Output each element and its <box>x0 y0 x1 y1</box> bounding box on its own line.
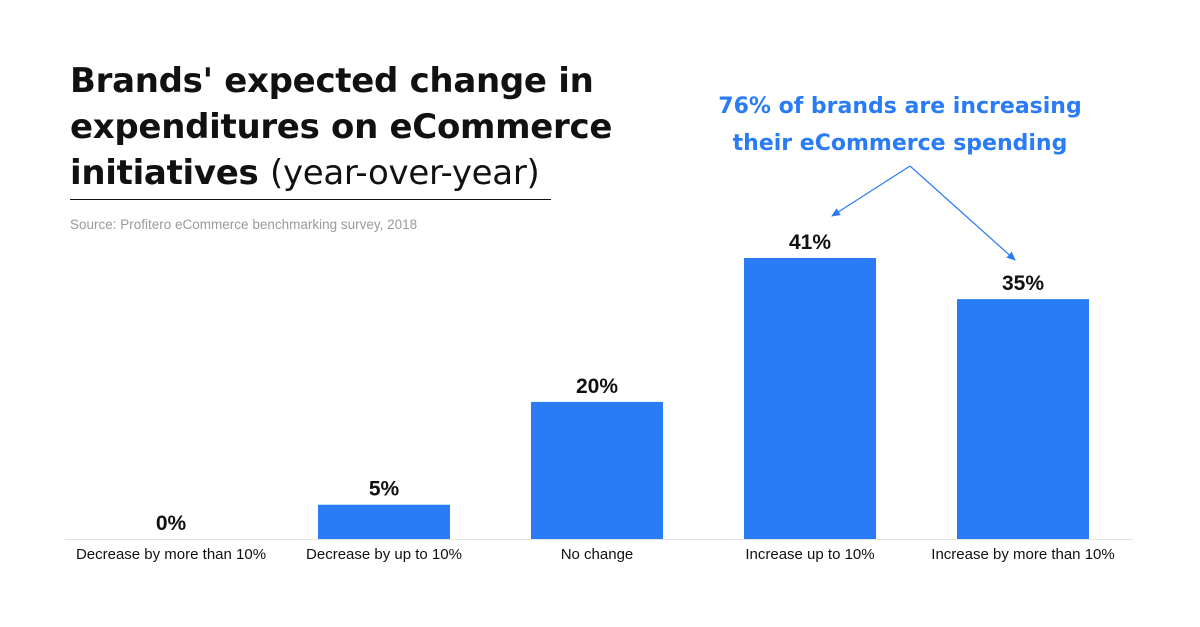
callout-line-2: their eCommerce spending <box>732 131 1068 156</box>
title-divider <box>70 199 551 200</box>
chart-title-bold-word: initiatives <box>70 153 259 193</box>
chart-title-line-2: expenditures on eCommerce <box>70 107 613 147</box>
callout-arrow-left <box>831 165 911 217</box>
category-label-1: Decrease by up to 10% <box>306 546 462 563</box>
bar-value-label-4: 35% <box>1002 272 1044 295</box>
category-label-3: Increase up to 10% <box>745 546 874 563</box>
bar-value-label-1: 5% <box>369 478 400 501</box>
bar-3 <box>744 258 876 539</box>
callout-arrow-right <box>909 165 1016 261</box>
bar-4 <box>957 299 1089 539</box>
bar-2 <box>531 401 663 539</box>
category-labels-group: Decrease by more than 10% Decrease by up … <box>76 546 1115 563</box>
callout-line-1: 76% of brands are increasing <box>718 94 1082 119</box>
category-label-2: No change <box>561 546 634 563</box>
source-note: Source: Profitero eCommerce benchmarking… <box>70 217 418 232</box>
callout-annotation: 76% of brands are increasing their eComm… <box>700 88 1100 162</box>
chart-title-line-1: Brands' expected change in <box>70 61 594 101</box>
bar-value-label-2: 20% <box>576 375 618 398</box>
category-label-0: Decrease by more than 10% <box>76 546 266 563</box>
value-labels-group: 0% 5% 20% 41% 35% <box>156 231 1045 535</box>
bar-value-label-0: 0% <box>156 512 187 535</box>
chart-title-subtitle: (year-over-year) <box>269 153 540 193</box>
bars-group <box>318 258 1089 539</box>
chart-title-block: Brands' expected change in expenditures … <box>70 58 630 196</box>
chart-title-line-3: initiatives (year-over-year) <box>70 150 630 196</box>
bar-value-label-3: 41% <box>789 231 831 254</box>
category-label-4: Increase by more than 10% <box>931 546 1114 563</box>
bar-1 <box>318 504 450 539</box>
callout-arrows <box>831 165 1016 261</box>
chart-title: Brands' expected change in expenditures … <box>70 58 630 196</box>
